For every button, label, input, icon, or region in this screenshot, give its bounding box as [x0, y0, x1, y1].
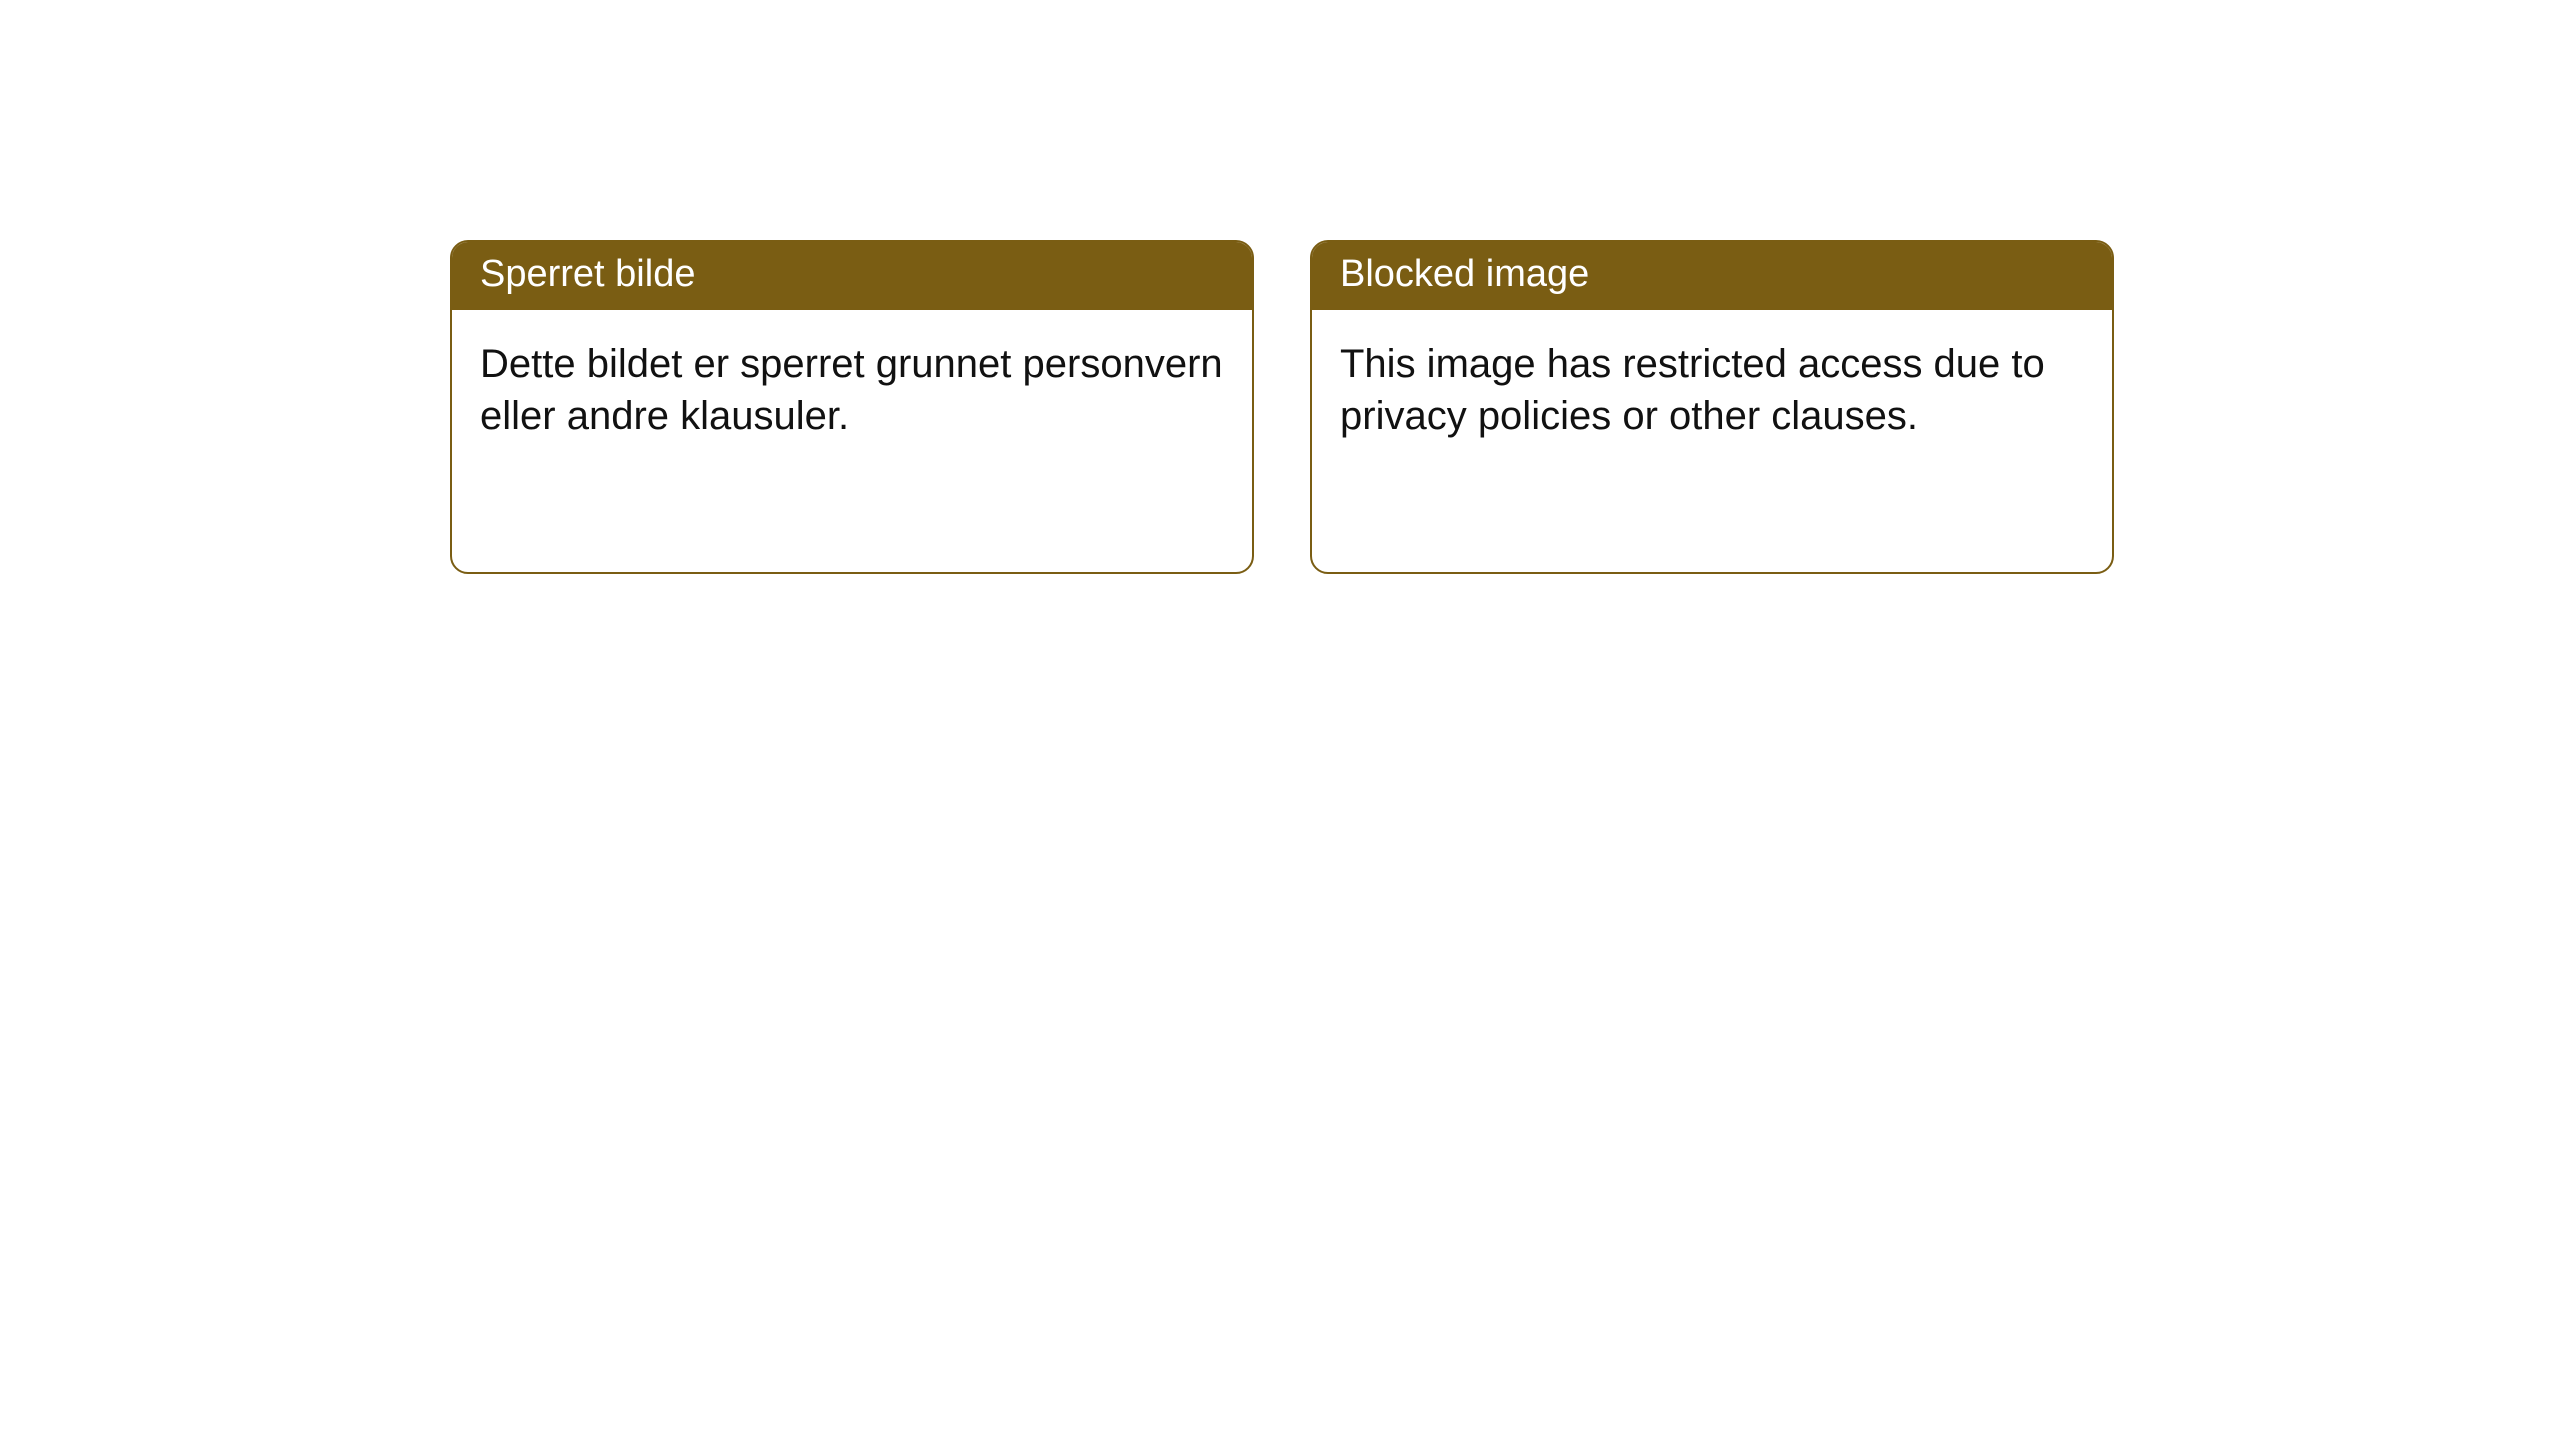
card-header-norwegian: Sperret bilde [452, 242, 1252, 310]
card-body-norwegian: Dette bildet er sperret grunnet personve… [452, 310, 1252, 470]
notice-container: Sperret bilde Dette bildet er sperret gr… [0, 0, 2560, 574]
card-header-english: Blocked image [1312, 242, 2112, 310]
card-body-english: This image has restricted access due to … [1312, 310, 2112, 470]
blocked-image-card-english: Blocked image This image has restricted … [1310, 240, 2114, 574]
blocked-image-card-norwegian: Sperret bilde Dette bildet er sperret gr… [450, 240, 1254, 574]
